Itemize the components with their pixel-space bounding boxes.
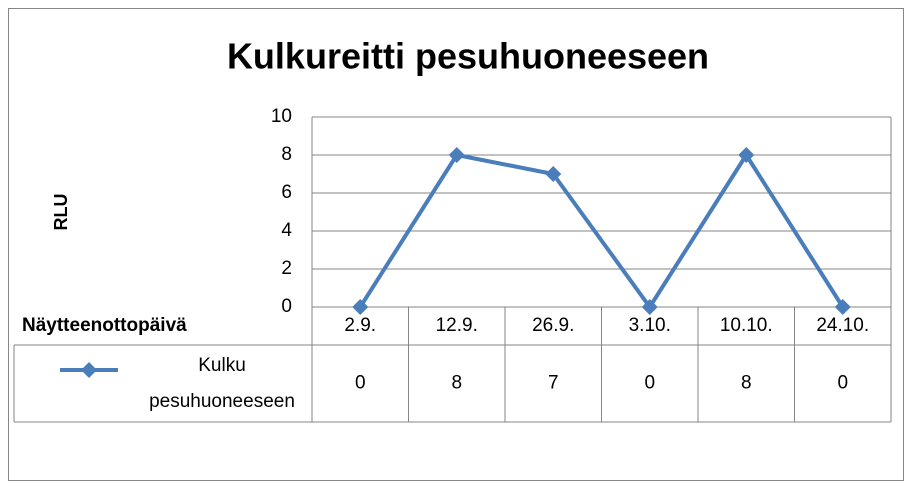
x-tick-label: 3.10. — [629, 315, 671, 336]
table-value: 8 — [451, 373, 462, 394]
x-tick-label: 26.9. — [532, 315, 574, 336]
table-value: 0 — [644, 373, 655, 394]
y-tick-label: 6 — [281, 182, 292, 203]
marker — [834, 299, 851, 315]
x-tick-label: 2.9. — [344, 315, 376, 336]
legend-label: Kulku pesuhuoneeseen — [149, 355, 295, 412]
marker — [545, 166, 562, 182]
y-tick-label: 4 — [281, 220, 292, 241]
table-value: 0 — [355, 373, 366, 394]
y-tick-label: 10 — [271, 106, 292, 127]
chart-border — [8, 8, 904, 481]
x-axis-label: Näytteenottopäivä — [22, 315, 187, 336]
table-value: 0 — [837, 373, 848, 394]
x-tick-label: 24.10. — [816, 315, 869, 336]
y-tick-label: 2 — [281, 258, 292, 279]
marker — [352, 299, 369, 315]
y-axis-label: RLU — [51, 194, 71, 231]
table-value: 7 — [548, 373, 559, 394]
marker — [448, 147, 465, 163]
marker — [641, 299, 658, 315]
chart-title: Kulkureitti pesuhuoneeseen — [227, 36, 709, 77]
marker — [738, 147, 755, 163]
table-value: 8 — [741, 373, 752, 394]
x-tick-label: 10.10. — [720, 315, 773, 336]
series-line — [358, 153, 845, 309]
x-tick-label: 12.9. — [436, 315, 478, 336]
legend-marker — [81, 362, 97, 378]
y-tick-label: 0 — [281, 296, 292, 317]
y-tick-label: 8 — [281, 144, 292, 165]
